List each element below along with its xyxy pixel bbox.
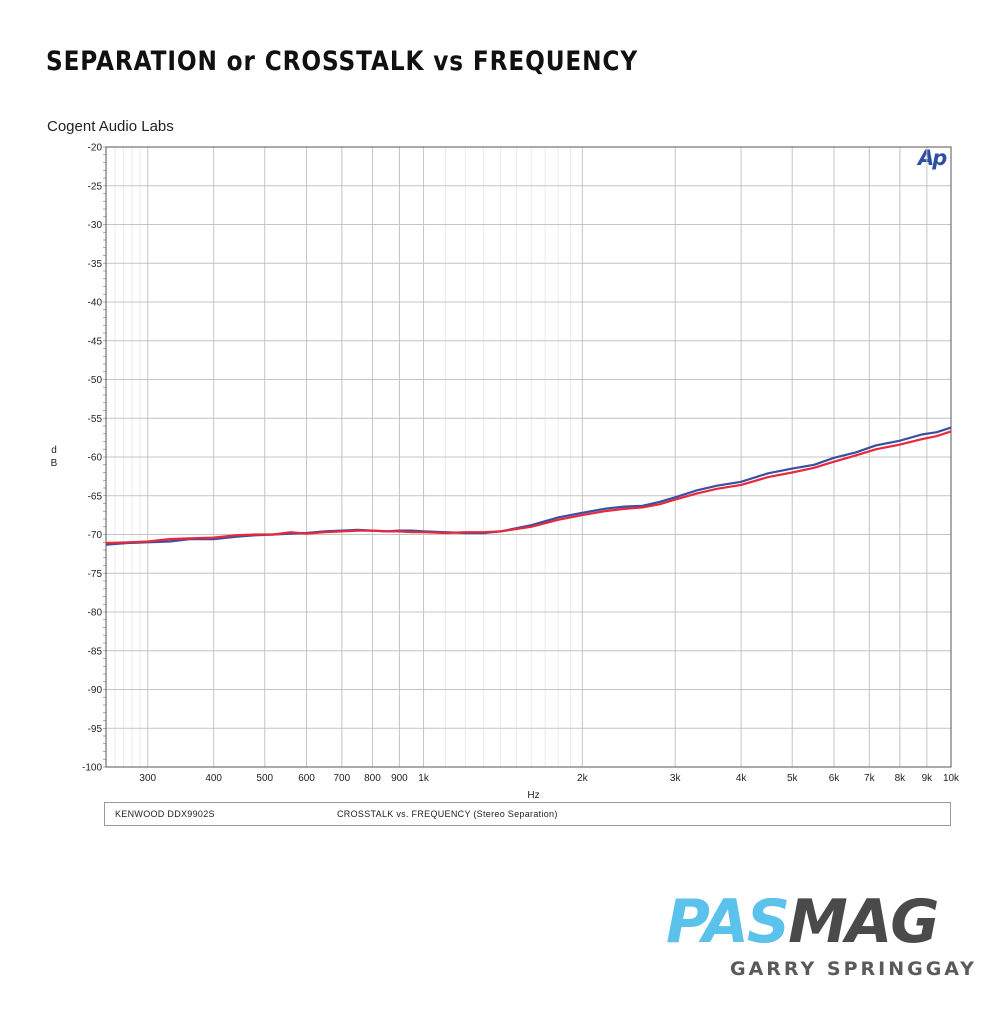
y-tick-label: -50 xyxy=(88,375,103,386)
x-tick-label: 500 xyxy=(256,773,273,784)
x-tick-label: 5k xyxy=(787,773,799,784)
x-tick-label: 6k xyxy=(829,773,841,784)
y-tick-label: -45 xyxy=(88,336,103,347)
y-tick-label: -75 xyxy=(88,569,103,580)
y-tick-label: -20 xyxy=(88,143,103,154)
device-name: KENWOOD DDX9902S xyxy=(115,809,215,819)
page-title: SEPARATION or CROSSTALK vs FREQUENCY xyxy=(46,46,639,77)
y-tick-label: -40 xyxy=(88,298,103,309)
x-tick-label: 7k xyxy=(864,773,876,784)
x-tick-label: 400 xyxy=(205,773,222,784)
y-tick-label: -55 xyxy=(88,414,103,425)
x-tick-label: 8k xyxy=(895,773,907,784)
y-tick-label: -85 xyxy=(88,646,103,657)
x-tick-label: 1k xyxy=(418,773,430,784)
y-tick-label: -65 xyxy=(88,491,103,502)
x-tick-label: 2k xyxy=(577,773,589,784)
brand-part2: MAG xyxy=(788,887,939,957)
x-axis-label: Hz xyxy=(527,790,539,801)
y-tick-label: -100 xyxy=(82,763,102,774)
x-tick-label: 600 xyxy=(298,773,315,784)
series-group xyxy=(105,426,952,546)
x-axis-ticks: 300 400 500 600 700 800 900 1k 2k 3k 4k 5k 6k 7k 8k 9k 1… xyxy=(139,773,960,784)
y-tick-label: -30 xyxy=(88,220,103,231)
x-tick-label: 4k xyxy=(736,773,748,784)
x-tick-label: 900 xyxy=(391,773,408,784)
grid-major xyxy=(106,146,952,768)
y-tick-label: -90 xyxy=(88,685,103,696)
y-tick-label: -25 xyxy=(88,181,103,192)
x-tick-label: 300 xyxy=(139,773,156,784)
y-tick-label: -80 xyxy=(88,608,103,619)
info-box: KENWOOD DDX9902S CROSSTALK vs. FREQUENCY… xyxy=(104,802,951,826)
y-tick-label: -95 xyxy=(88,724,103,735)
y-tick-label: -70 xyxy=(88,530,103,541)
x-tick-label: 700 xyxy=(334,773,351,784)
x-tick-label: 9k xyxy=(922,773,934,784)
y-tick-label: -60 xyxy=(88,453,103,464)
y-axis-ticks: -20 -25 -30 -35 -40 -45 -50 -55 -60 -65 -70 -75 -80 -… xyxy=(82,143,102,774)
y-axis-label-b: B xyxy=(51,458,58,469)
series-line-2 xyxy=(105,430,952,545)
author-name: GARRY SPRINGGAY xyxy=(730,958,977,980)
ap-logo: Ap xyxy=(918,146,947,170)
x-tick-label: 800 xyxy=(364,773,381,784)
brand-part1: PAS xyxy=(666,887,790,957)
y-axis-label-d: d xyxy=(51,445,57,456)
x-tick-label: 3k xyxy=(670,773,682,784)
measurement-name: CROSSTALK vs. FREQUENCY (Stereo Separati… xyxy=(337,809,558,819)
plot-border xyxy=(105,146,952,768)
y-tick-label: -35 xyxy=(88,259,103,270)
x-tick-label: 10k xyxy=(943,773,960,784)
chart-subtitle: Cogent Audio Labs xyxy=(47,118,174,135)
brand-logo: PASMAG xyxy=(666,892,940,952)
